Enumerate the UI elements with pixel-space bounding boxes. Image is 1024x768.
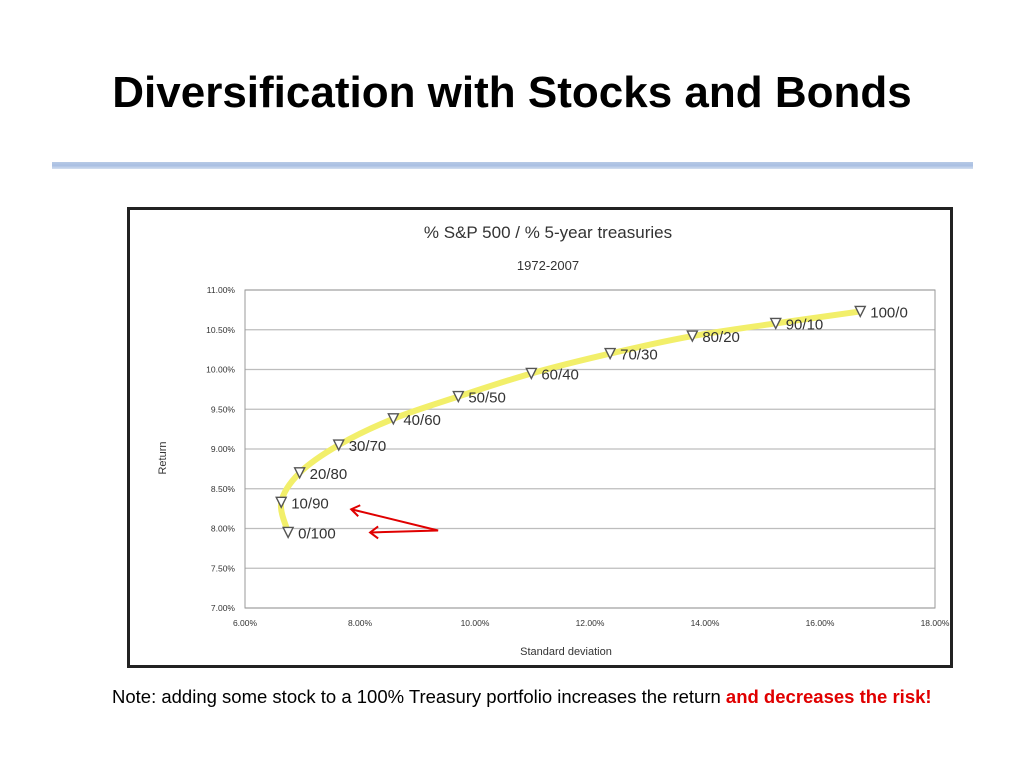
x-tick-label: 12.00% [576, 618, 605, 628]
annotation-arrow-line [370, 529, 439, 534]
data-point-label: 50/50 [468, 390, 506, 407]
y-axis-label: Return [157, 441, 169, 474]
y-tick-label: 9.50% [211, 404, 236, 414]
data-point-label: 80/20 [702, 329, 740, 346]
data-point-label: 90/10 [786, 316, 824, 333]
data-point-marker [275, 496, 288, 509]
data-point-label: 60/40 [541, 366, 579, 383]
y-tick-label: 7.50% [211, 563, 236, 573]
data-point-label: 0/100 [298, 525, 336, 542]
x-axis-label: Standard deviation [520, 646, 612, 658]
x-tick-label: 10.00% [461, 618, 490, 628]
y-tick-label: 9.00% [211, 444, 236, 454]
annotation-arrowhead [368, 525, 379, 540]
chart-title: % S&P 500 / % 5-year treasuries [424, 223, 672, 242]
annotation-arrow-line [350, 508, 439, 532]
footnote: Note: adding some stock to a 100% Treasu… [112, 682, 952, 712]
x-tick-label: 14.00% [691, 618, 720, 628]
data-point-marker [525, 367, 538, 381]
note-emphasis: and decreases the risk! [725, 686, 932, 707]
data-point-label: 100/0 [870, 304, 908, 321]
data-point-label: 30/70 [349, 438, 387, 455]
grid-layer: 7.00% 7.50% 8.00% 8.50% 9.00% 9.50% 10.00% 10.5… [206, 285, 950, 628]
y-tick-label: 10.50% [206, 325, 235, 335]
data-point-marker [854, 305, 867, 319]
data-point-marker [387, 413, 400, 426]
y-tick-label: 10.00% [206, 365, 235, 375]
chart-subtitle: 1972-2007 [517, 258, 579, 273]
data-point-marker [769, 317, 782, 330]
data-point-label: 70/30 [620, 347, 658, 364]
data-point-marker [281, 526, 295, 540]
x-tick-label: 16.00% [806, 618, 835, 628]
x-tick-label: 6.00% [233, 618, 258, 628]
y-tick-label: 8.00% [211, 524, 236, 534]
y-tick-label: 8.50% [211, 484, 236, 494]
data-point-marker [603, 347, 617, 361]
data-point-marker [452, 390, 465, 404]
title-divider [52, 162, 973, 169]
y-tick-label: 7.00% [211, 603, 236, 613]
note-text: Note: adding some stock to a 100% Treasu… [112, 686, 721, 707]
series-line [277, 308, 864, 536]
x-tick-label: 18.00% [921, 618, 950, 628]
data-point-label: 40/60 [403, 412, 441, 429]
chart-frame: % S&P 500 / % 5-year treasuries 1972-200… [127, 207, 953, 668]
annotation-arrowhead [349, 504, 361, 517]
data-point-marker [332, 439, 345, 452]
annotation-layer [349, 504, 439, 540]
plot-area [244, 289, 936, 609]
data-point-marker [293, 467, 306, 480]
chart-svg: % S&P 500 / % 5-year treasuries 1972-200… [157, 223, 950, 658]
y-tick-label: 11.00% [207, 285, 236, 295]
slide-title: Diversification with Stocks and Bonds [112, 68, 912, 117]
data-point-marker [686, 330, 699, 343]
x-tick-label: 8.00% [348, 618, 373, 628]
data-point-label: 10/90 [291, 495, 329, 512]
data-point-label: 20/80 [310, 466, 348, 483]
